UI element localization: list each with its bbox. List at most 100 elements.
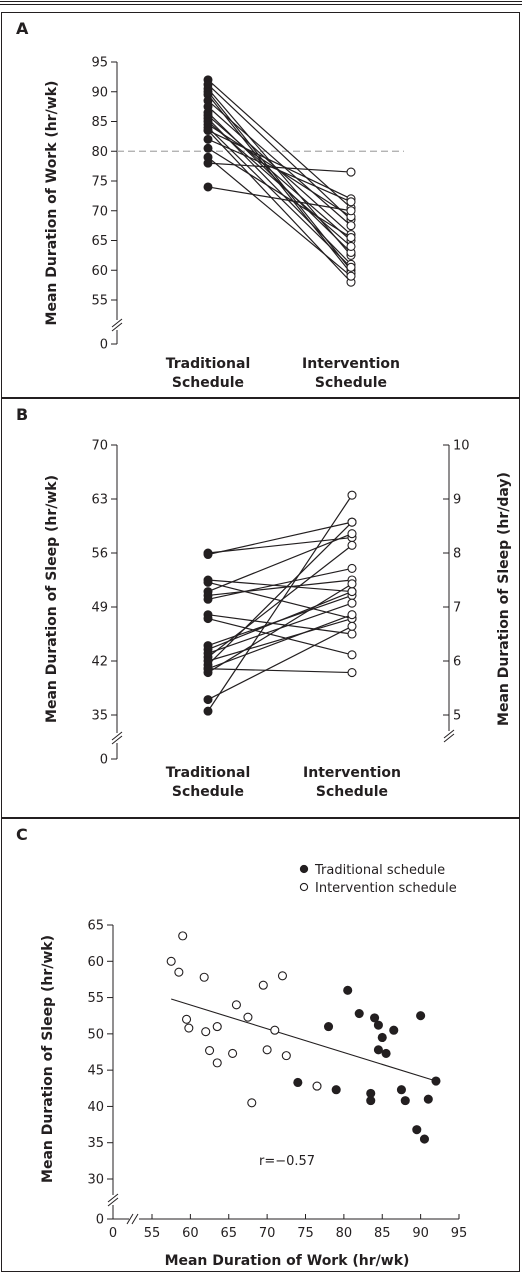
pair-line: [207, 521, 353, 666]
intervention-point: [212, 1022, 222, 1032]
intervention-point: [347, 587, 357, 597]
intervention-point: [347, 490, 357, 500]
panel-c: C 0 30 35 40 45 50 55 60 65 0 55 60 65 70 75 80 85 90 95 Me…: [1, 818, 520, 1272]
intervention-point: [277, 971, 288, 981]
y-tick-label: 0: [96, 1213, 104, 1228]
right-tick-label: 5: [453, 709, 461, 724]
traditional-point: [377, 1032, 387, 1043]
pair-line: [207, 129, 352, 200]
pair-line: [207, 614, 353, 635]
intervention-point: [247, 1098, 257, 1108]
pair-line: [207, 567, 353, 600]
pair-line: [207, 88, 352, 256]
panel-c-chart: 0 30 35 40 45 50 55 60 65 0 55 60 65 70 75 80 85 90 95 Mean…: [40, 863, 467, 1269]
y-tick-label: 65: [91, 234, 108, 249]
legend-marker: [299, 882, 309, 892]
y-tick-label: 80: [91, 145, 108, 160]
right-tick-label: 9: [453, 493, 461, 508]
axis-break-mark: [131, 1213, 139, 1225]
traditional-point: [203, 550, 213, 560]
intervention-point: [346, 241, 356, 251]
intervention-point: [281, 1051, 291, 1061]
x-axis-label: Mean Duration of Work (hr/wk): [165, 1253, 410, 1269]
pair-line: [207, 544, 353, 658]
pair-line: [207, 579, 353, 597]
y-tick-label: 0: [100, 338, 108, 353]
pair-line: [207, 79, 352, 209]
pair-line: [207, 614, 353, 670]
category-label: Traditional: [166, 356, 251, 372]
panel-b: B 0 35 42 49 56 63 70 5 6 7 8 9 10 Mean Duration of S…: [1, 398, 520, 818]
axis-break-mark: [126, 1213, 134, 1225]
pair-line: [207, 156, 352, 277]
traditional-point: [293, 1077, 303, 1088]
x-tick-label: 85: [374, 1226, 391, 1241]
intervention-point: [347, 563, 357, 573]
intervention-point: [347, 621, 357, 631]
panel-a: A 0 55 60 65 70 75 80 85 90 95 Mean Duration of Wo…: [1, 12, 520, 398]
intervention-point: [201, 1027, 211, 1037]
intervention-point: [347, 610, 357, 620]
panel-a-chart: 0 55 60 65 70 75 80 85 90 95 Mean Duration of Work…: [44, 56, 404, 391]
traditional-point: [416, 1011, 426, 1021]
pair-line: [207, 494, 353, 712]
traditional-point: [203, 695, 213, 705]
category-label: Traditional: [166, 765, 251, 781]
x-tick-label: 60: [182, 1226, 199, 1241]
intervention-point: [346, 221, 356, 231]
traditional-point: [203, 614, 213, 624]
y-tick-label: 56: [91, 547, 108, 562]
traditional-point: [366, 1096, 376, 1106]
y-tick-label: 90: [91, 85, 108, 100]
y-tick-label: 60: [91, 264, 108, 279]
x-tick-label: 65: [220, 1226, 237, 1241]
y-tick-label: 0: [100, 753, 108, 768]
intervention-point: [347, 540, 357, 550]
pair-line: [207, 617, 353, 656]
panel-label: A: [16, 19, 29, 38]
right-tick-label: 10: [453, 439, 470, 454]
intervention-point: [347, 579, 357, 589]
pair-line: [207, 591, 353, 650]
intervention-point: [228, 1048, 238, 1059]
traditional-point: [373, 1020, 383, 1030]
intervention-point: [262, 1045, 272, 1055]
y-tick-label: 35: [91, 709, 108, 724]
y-tick-label: 95: [91, 56, 108, 71]
y-tick-label: 42: [91, 655, 108, 670]
y-tick-label: 70: [91, 204, 108, 219]
axis-break-mark: [111, 735, 123, 745]
intervention-point: [270, 1025, 280, 1035]
pair-line: [207, 147, 352, 239]
traditional-point: [203, 182, 213, 192]
y-tick-label: 45: [87, 1064, 104, 1079]
traditional-point: [381, 1048, 391, 1059]
axis-break-mark: [111, 731, 123, 741]
traditional-point: [396, 1085, 406, 1095]
traditional-point: [373, 1045, 383, 1055]
traditional-point: [431, 1076, 441, 1086]
traditional-point: [343, 985, 353, 995]
intervention-point: [347, 629, 357, 639]
traditional-point: [323, 1022, 334, 1032]
legend-label: Intervention schedule: [315, 881, 457, 896]
intervention-point: [347, 668, 357, 678]
intervention-point: [346, 262, 356, 272]
legend-marker: [299, 864, 309, 874]
intervention-point: [347, 650, 357, 660]
panel-label: B: [16, 405, 29, 424]
right-tick-label: 6: [453, 655, 461, 670]
pair-line: [207, 521, 353, 556]
intervention-point: [312, 1081, 322, 1091]
y-tick-label: 50: [87, 1027, 104, 1042]
category-label: Intervention: [302, 356, 400, 372]
traditional-point: [203, 125, 213, 135]
pair-line: [207, 581, 353, 620]
axis-break-mark: [107, 1193, 119, 1203]
pair-line: [207, 84, 352, 221]
intervention-point: [181, 1014, 192, 1024]
correlation-annotation: r=−0.57: [259, 1154, 315, 1169]
traditional-point: [354, 1008, 364, 1019]
traditional-point: [203, 158, 213, 168]
